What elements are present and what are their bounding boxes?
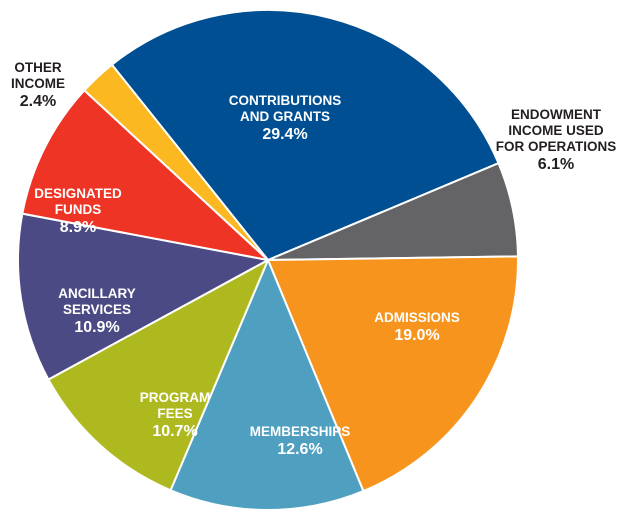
slice-value-label: 2.4% bbox=[20, 93, 56, 110]
slice-label-line: FUNDS bbox=[55, 202, 102, 217]
slice-value-label: 6.1% bbox=[538, 156, 574, 173]
label-memberships: MEMBERSHIPS 12.6% bbox=[250, 424, 351, 458]
slice-value-label: 29.4% bbox=[262, 126, 307, 143]
slice-label-line: ADMISSIONS bbox=[374, 310, 460, 325]
slice-label-line: FEES bbox=[157, 406, 192, 421]
label-admissions: ADMISSIONS 19.0% bbox=[374, 310, 460, 344]
slice-label-line: INCOME bbox=[11, 76, 65, 91]
slice-label-line: AND GRANTS bbox=[240, 109, 330, 124]
slice-ancillary-services bbox=[17, 212, 269, 381]
slice-label-line: MEMBERSHIPS bbox=[250, 424, 351, 439]
slice-value-label: 19.0% bbox=[394, 327, 439, 344]
slice-label-line: INCOME USED bbox=[508, 123, 604, 138]
slice-label-line: SERVICES bbox=[63, 302, 131, 317]
slice-designated-funds bbox=[21, 89, 269, 261]
slice-label-line: DESIGNATED bbox=[34, 186, 122, 201]
slice-admissions bbox=[267, 255, 519, 493]
slice-value-label: 8.9% bbox=[60, 219, 96, 236]
slice-contributions-and-grants bbox=[110, 9, 500, 261]
slice-other-income bbox=[83, 63, 269, 261]
slice-label-line: OTHER bbox=[14, 60, 62, 75]
slice-label-line: FOR OPERATIONS bbox=[496, 139, 617, 154]
slice-label-line: ANCILLARY bbox=[58, 286, 136, 301]
slice-label-line: PROGRAM bbox=[140, 390, 211, 405]
slice-value-label: 12.6% bbox=[277, 441, 322, 458]
slice-label-line: CONTRIBUTIONS bbox=[229, 93, 342, 108]
slice-memberships bbox=[169, 259, 365, 511]
slice-program-fees bbox=[47, 259, 269, 492]
slice-value-label: 10.9% bbox=[74, 319, 119, 336]
slice-value-label: 10.7% bbox=[152, 423, 197, 440]
pie-slices bbox=[17, 9, 519, 511]
slice-label-line: ENDOWMENT bbox=[511, 107, 602, 122]
